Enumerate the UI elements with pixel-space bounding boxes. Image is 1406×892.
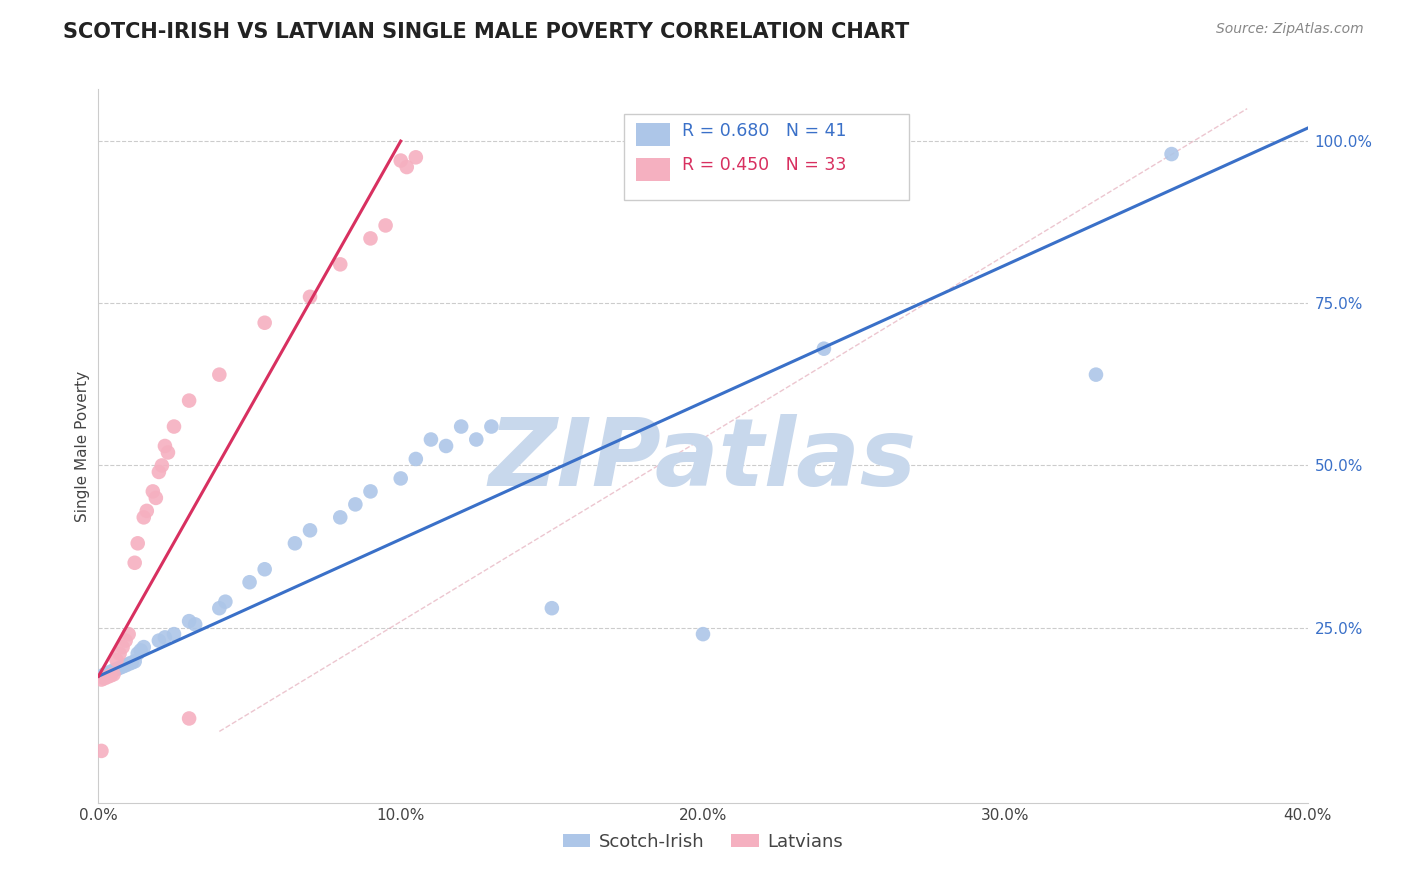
Point (253, 316, 276, 330)
Point (163, 627, 186, 641)
Point (329, 510, 352, 524)
Point (96, 666, 118, 681)
Point (124, 556, 146, 570)
Point (145, 491, 167, 505)
Point (253, 562, 276, 576)
Text: R = 0.450   N = 33: R = 0.450 N = 33 (682, 156, 846, 174)
Point (96, 670, 118, 684)
FancyBboxPatch shape (624, 114, 908, 200)
Point (148, 633, 170, 648)
Point (90, 669, 112, 683)
FancyBboxPatch shape (637, 158, 671, 180)
Point (360, 231, 382, 245)
Point (329, 257, 352, 271)
Point (239, 575, 262, 590)
Point (132, 510, 155, 524)
Point (184, 617, 207, 632)
Y-axis label: Single Male Poverty: Single Male Poverty (75, 370, 90, 522)
Point (450, 419, 472, 434)
Point (103, 664, 125, 678)
Point (124, 654, 146, 668)
Legend: Scotch-Irish, Latvians: Scotch-Irish, Latvians (555, 826, 851, 858)
Point (692, 627, 714, 641)
Point (344, 497, 367, 511)
Point (1085, 368, 1108, 382)
Point (299, 290, 322, 304)
Point (108, 661, 131, 675)
Point (389, 153, 412, 168)
Point (156, 445, 179, 459)
Point (389, 471, 412, 485)
Point (132, 640, 155, 654)
Text: ZIPatlas: ZIPatlas (489, 414, 917, 507)
Point (135, 504, 157, 518)
Point (208, 601, 231, 615)
Point (103, 667, 125, 681)
Point (179, 393, 201, 408)
Point (1160, 147, 1182, 161)
Point (90, 673, 112, 687)
Point (299, 524, 322, 538)
Point (111, 659, 134, 673)
Point (163, 419, 186, 434)
Point (374, 219, 396, 233)
Point (114, 658, 136, 673)
Point (395, 160, 418, 174)
Point (284, 536, 307, 550)
Point (118, 627, 141, 641)
Text: Source: ZipAtlas.com: Source: ZipAtlas.com (1216, 22, 1364, 37)
Point (118, 657, 141, 671)
Point (121, 656, 143, 670)
FancyBboxPatch shape (637, 123, 671, 146)
Point (179, 614, 201, 628)
Point (111, 640, 134, 654)
Point (100, 665, 122, 679)
Point (405, 150, 427, 164)
Point (150, 458, 173, 473)
Point (108, 647, 131, 661)
Point (481, 419, 503, 434)
Point (114, 633, 136, 648)
Point (360, 484, 382, 499)
Point (100, 668, 122, 682)
Point (105, 653, 128, 667)
Point (179, 711, 201, 725)
Point (434, 439, 457, 453)
Point (813, 342, 835, 356)
Point (214, 595, 236, 609)
Point (153, 631, 176, 645)
Point (153, 439, 176, 453)
Point (127, 647, 149, 661)
Point (540, 601, 562, 615)
Point (105, 662, 128, 676)
Point (129, 643, 152, 657)
Text: R = 0.680   N = 41: R = 0.680 N = 41 (682, 122, 846, 140)
Point (420, 433, 443, 447)
Point (127, 536, 149, 550)
Text: SCOTCH-IRISH VS LATVIAN SINGLE MALE POVERTY CORRELATION CHART: SCOTCH-IRISH VS LATVIAN SINGLE MALE POVE… (63, 22, 910, 42)
Point (142, 484, 165, 499)
Point (208, 368, 231, 382)
Point (465, 433, 488, 447)
Point (90, 744, 112, 758)
Point (405, 452, 427, 467)
Point (148, 465, 170, 479)
Point (93, 667, 115, 681)
Point (93, 671, 115, 685)
